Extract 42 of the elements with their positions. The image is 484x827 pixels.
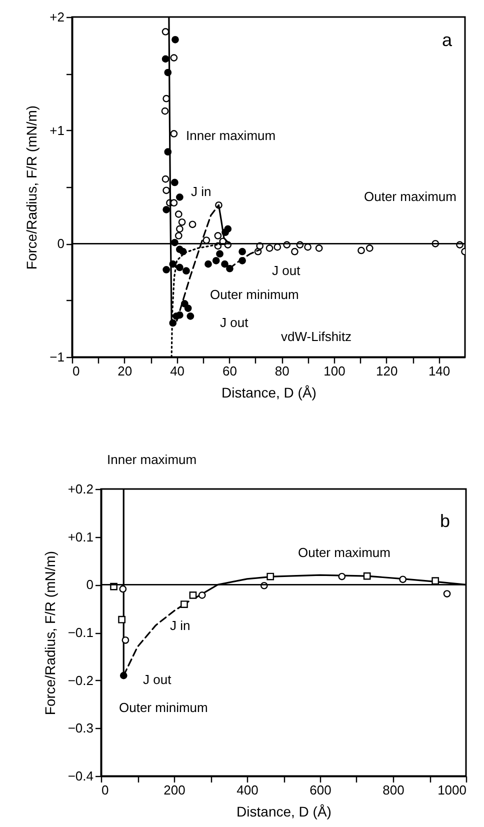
- x-tick-label: 600: [310, 782, 332, 798]
- x-tick-label: 0: [102, 782, 109, 798]
- annotation: J out: [143, 672, 172, 687]
- annotation: J in: [191, 184, 212, 199]
- annotation: Outer minimum: [210, 287, 299, 302]
- y-tick-label: 0: [57, 236, 64, 252]
- x-tick-label: 100: [324, 364, 346, 378]
- y-tick-label: +2: [50, 10, 64, 24]
- y-axis-title: Force/Radius, F/R (mN/m): [24, 105, 40, 270]
- y-tick-label: −0.4: [68, 768, 94, 784]
- annotation: J in: [170, 618, 190, 633]
- text: Inner maximum: [107, 452, 197, 467]
- annotation: J out: [220, 315, 249, 330]
- annotation: vdW-Lifshitz: [281, 329, 352, 344]
- x-tick-label: 400: [236, 782, 258, 798]
- y-tick-label: −1: [50, 350, 64, 364]
- y-tick-label: +0.2: [68, 482, 94, 496]
- x-tick-label: 20: [118, 364, 132, 378]
- annotation: b: [440, 511, 450, 531]
- x-tick-label: 200: [164, 782, 186, 798]
- x-tick-label: 60: [222, 364, 237, 378]
- y-tick-label: +1: [50, 122, 64, 138]
- annotation: Outer maximum: [298, 545, 390, 560]
- y-tick-label: −0.3: [68, 720, 94, 736]
- y-tick-label: −0.1: [68, 625, 94, 640]
- x-tick-label: 800: [382, 782, 404, 798]
- x-tick-label: 120: [376, 364, 398, 378]
- x-axis-title: Distance, D (Å): [222, 384, 316, 400]
- y-tick-label: −0.2: [68, 672, 94, 688]
- annotation: Outer maximum: [364, 189, 456, 204]
- annotation: a: [442, 30, 453, 50]
- x-tick-label: 140: [428, 364, 450, 378]
- annotation: Outer minimum: [119, 700, 208, 715]
- y-axis-title: Force/Radius, F/R (mN/m): [42, 550, 58, 716]
- x-tick-label: 80: [274, 364, 290, 378]
- y-tick-label: 0: [86, 577, 94, 592]
- x-tick-label: 1000: [438, 782, 466, 798]
- annotation: Inner maximum: [186, 128, 276, 143]
- annotation: J out: [272, 263, 301, 278]
- x-axis-title: Distance, D (Å): [236, 804, 332, 820]
- x-tick-label: 40: [170, 364, 185, 378]
- y-tick-label: +0.1: [68, 529, 94, 544]
